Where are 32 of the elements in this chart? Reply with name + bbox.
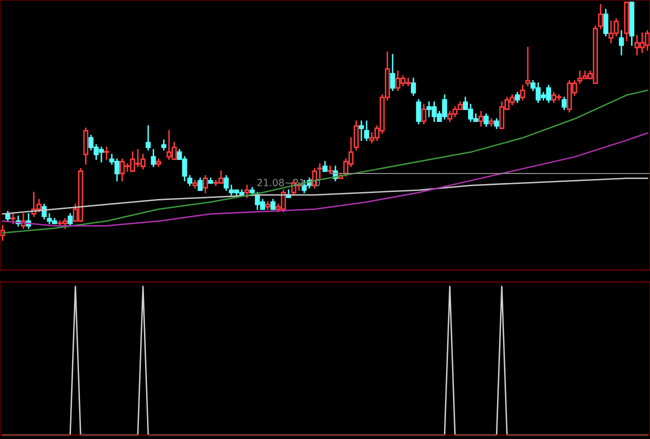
candlestick	[364, 120, 370, 141]
candlestick	[562, 96, 567, 110]
candlestick	[484, 113, 489, 127]
candlestick	[598, 4, 604, 30]
candlestick	[208, 178, 214, 184]
candlestick	[629, 2, 634, 46]
candlestick	[494, 118, 500, 130]
candlestick	[416, 99, 422, 124]
candlestick	[317, 163, 322, 179]
candlestick	[478, 111, 484, 127]
candlestick	[421, 104, 426, 124]
candlestick	[202, 175, 208, 194]
candlestick	[150, 149, 156, 168]
candlestick	[187, 175, 192, 186]
candlestick	[488, 118, 494, 127]
candlestick	[83, 128, 88, 165]
candlestick	[525, 46, 530, 86]
candlestick	[68, 213, 73, 226]
candlestick	[104, 146, 110, 160]
candlestick	[603, 8, 608, 36]
candlestick	[224, 175, 229, 191]
candlestick	[354, 120, 359, 150]
candlestick	[410, 78, 416, 96]
candlestick	[328, 166, 333, 174]
candlestick	[198, 178, 203, 191]
candlestick	[520, 84, 526, 101]
candlestick	[624, 2, 630, 42]
candlestick	[270, 198, 276, 210]
candlestick	[390, 54, 396, 92]
candlestick	[265, 201, 270, 210]
candlestick	[618, 30, 624, 56]
candlestick	[322, 160, 328, 172]
